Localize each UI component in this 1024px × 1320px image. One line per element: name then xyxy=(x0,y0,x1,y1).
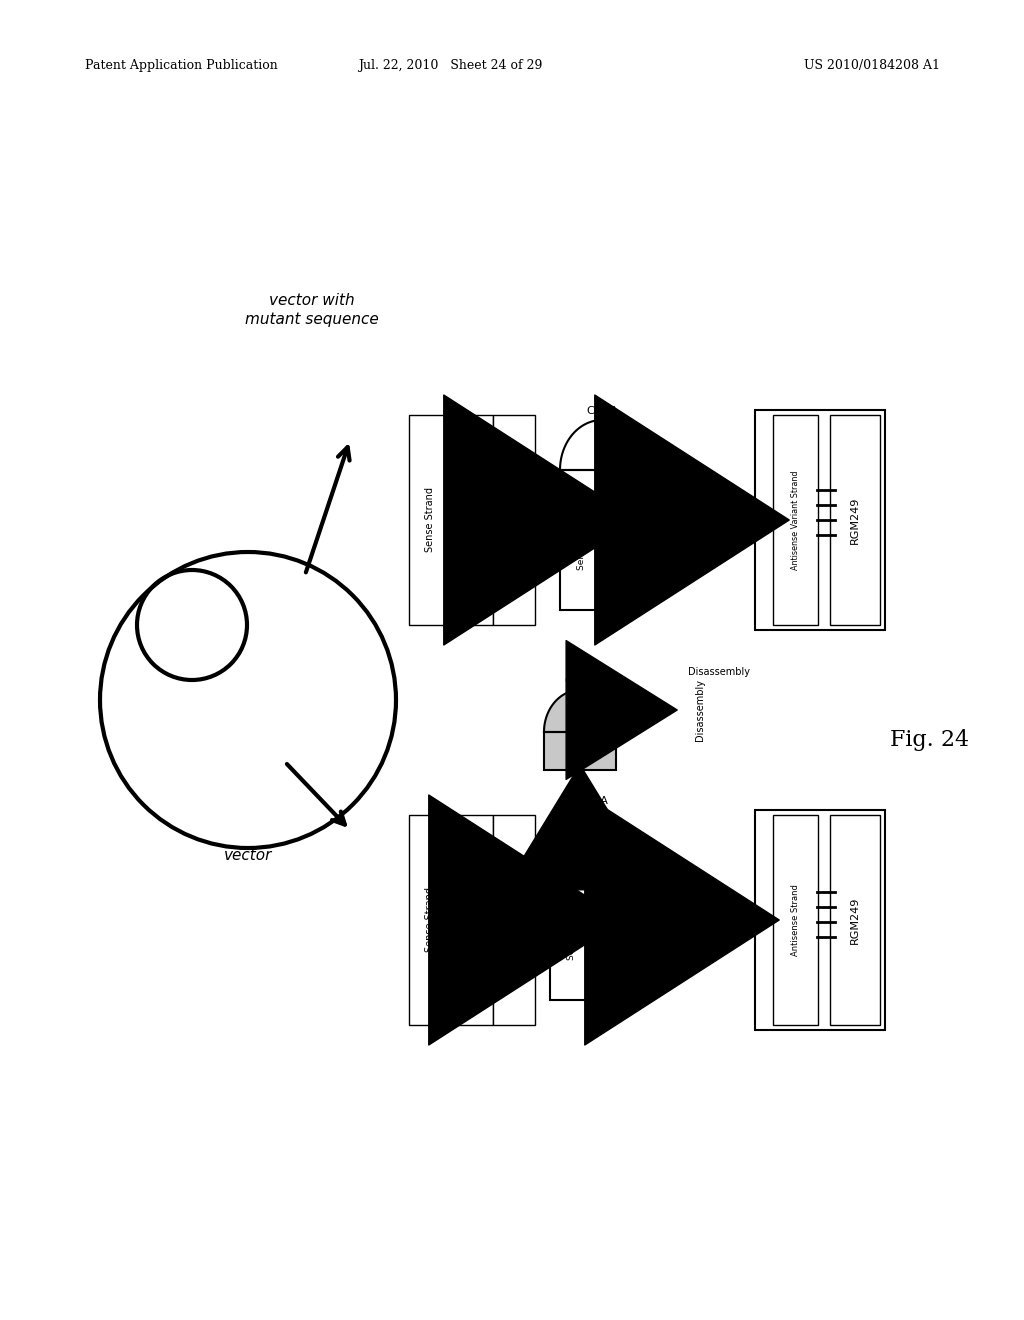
Bar xyxy=(544,733,579,770)
Bar xyxy=(581,733,616,770)
Text: Translational
Inhibition: Translational Inhibition xyxy=(668,510,725,531)
Text: Antisense Variant Strand: Antisense Variant Strand xyxy=(618,490,628,590)
Bar xyxy=(409,414,451,624)
Text: CGAA: CGAA xyxy=(564,676,596,686)
Text: vector with
mutant sequence: vector with mutant sequence xyxy=(245,293,379,327)
Text: CGAA: CGAA xyxy=(467,906,477,933)
Text: Sense Strand: Sense Strand xyxy=(425,887,435,953)
Text: RGM249: RGM249 xyxy=(850,896,860,944)
Text: Sense Strand: Sense Strand xyxy=(566,900,575,960)
Text: CGAA: CGAA xyxy=(467,506,477,533)
Text: RGM249: RGM249 xyxy=(850,496,860,544)
Bar xyxy=(592,861,634,1001)
Bar xyxy=(451,414,493,624)
Text: vector: vector xyxy=(224,847,272,862)
Text: Disassembly: Disassembly xyxy=(688,667,750,677)
Text: US 2010/0184208 A1: US 2010/0184208 A1 xyxy=(804,58,940,71)
Bar xyxy=(830,414,880,624)
Text: Transcription: Transcription xyxy=(561,491,570,549)
Text: Jul. 22, 2010   Sheet 24 of 29: Jul. 22, 2010 Sheet 24 of 29 xyxy=(357,58,542,71)
Bar xyxy=(602,470,644,610)
Bar xyxy=(772,814,817,1026)
Text: Disassembly: Disassembly xyxy=(695,678,705,741)
Text: Fig. 24: Fig. 24 xyxy=(890,729,969,751)
Text: Translational
Inhibition: Translational Inhibition xyxy=(657,909,715,931)
Text: Antisense Variant Strand: Antisense Variant Strand xyxy=(510,467,518,572)
Bar xyxy=(772,414,817,624)
Bar xyxy=(830,814,880,1026)
Bar xyxy=(493,414,535,624)
Text: Sense Strand: Sense Strand xyxy=(425,487,435,553)
Bar xyxy=(409,814,451,1026)
Text: Antisense Strand: Antisense Strand xyxy=(510,882,518,958)
Text: Antisense Variant Strand: Antisense Variant Strand xyxy=(791,470,800,570)
Bar xyxy=(560,470,602,610)
Text: Antisense Strand: Antisense Strand xyxy=(791,884,800,956)
Bar xyxy=(755,810,885,1030)
Text: Patent Application Publication: Patent Application Publication xyxy=(85,58,278,71)
Text: Sense Strand: Sense Strand xyxy=(577,510,586,570)
Bar xyxy=(493,814,535,1026)
Text: Antisense Strand: Antisense Strand xyxy=(608,891,617,969)
Bar xyxy=(451,814,493,1026)
Bar xyxy=(755,411,885,630)
Text: CGAA: CGAA xyxy=(577,796,608,807)
Polygon shape xyxy=(544,690,616,733)
Text: CGAA: CGAA xyxy=(586,407,617,416)
Bar xyxy=(550,861,592,1001)
